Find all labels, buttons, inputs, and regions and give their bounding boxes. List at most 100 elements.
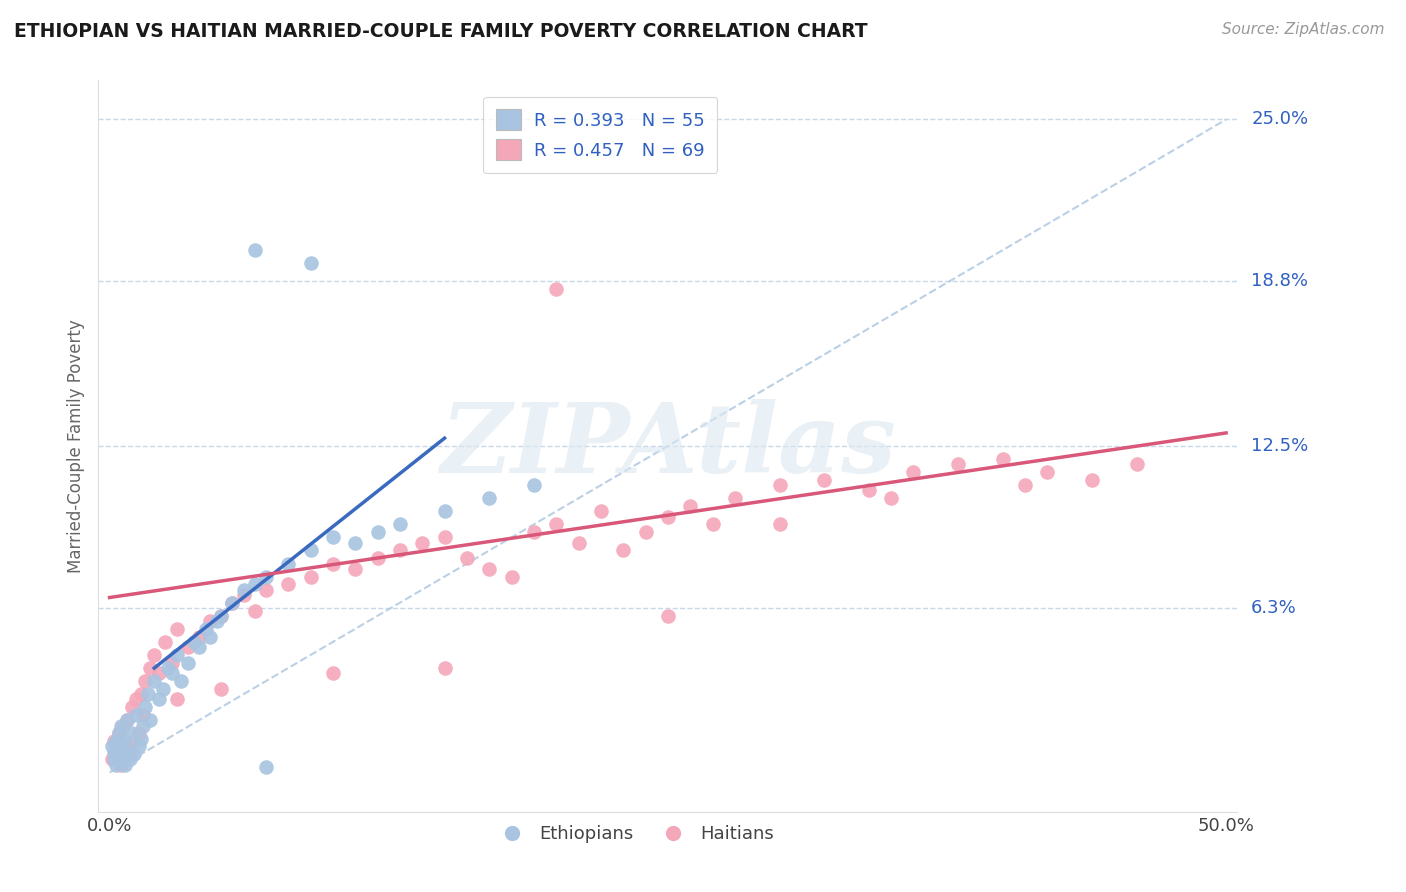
Legend: Ethiopians, Haitians: Ethiopians, Haitians xyxy=(486,818,780,850)
Point xyxy=(232,588,254,602)
Point xyxy=(232,582,254,597)
Point xyxy=(299,569,322,583)
Point xyxy=(105,757,128,772)
Point xyxy=(1126,458,1149,472)
Point xyxy=(128,726,150,740)
Point xyxy=(111,749,134,764)
Point xyxy=(114,734,136,748)
Point xyxy=(433,530,456,544)
Point xyxy=(166,622,188,636)
Point xyxy=(243,243,266,257)
Point xyxy=(125,708,148,723)
Point xyxy=(111,718,134,732)
Point xyxy=(148,692,170,706)
Point xyxy=(139,661,162,675)
Point xyxy=(107,726,129,740)
Point xyxy=(132,718,155,732)
Point xyxy=(991,452,1014,467)
Point xyxy=(121,700,143,714)
Point xyxy=(367,525,389,540)
Point xyxy=(134,700,156,714)
Point xyxy=(880,491,903,506)
Point xyxy=(299,543,322,558)
Point xyxy=(523,478,546,492)
Point xyxy=(170,674,193,689)
Point xyxy=(117,714,139,728)
Point xyxy=(243,577,266,591)
Point xyxy=(388,543,411,558)
Point xyxy=(367,551,389,566)
Point xyxy=(187,640,209,655)
Point xyxy=(254,569,277,583)
Point xyxy=(299,256,322,270)
Point xyxy=(858,483,880,498)
Point xyxy=(198,614,221,628)
Point xyxy=(177,656,200,670)
Text: 25.0%: 25.0% xyxy=(1251,111,1309,128)
Point xyxy=(209,681,232,696)
Point xyxy=(111,739,134,754)
Point xyxy=(322,557,344,571)
Point xyxy=(501,569,523,583)
Point xyxy=(134,674,156,689)
Point xyxy=(254,760,277,774)
Point xyxy=(118,752,141,766)
Point xyxy=(166,648,188,662)
Point xyxy=(160,656,183,670)
Point xyxy=(143,674,166,689)
Point xyxy=(166,692,188,706)
Point xyxy=(183,635,205,649)
Point xyxy=(103,752,125,766)
Point xyxy=(129,731,152,746)
Point xyxy=(128,739,150,754)
Text: ZIPAtlas: ZIPAtlas xyxy=(440,399,896,493)
Point xyxy=(194,622,217,636)
Point xyxy=(478,491,501,506)
Point xyxy=(322,530,344,544)
Point xyxy=(148,666,170,681)
Point xyxy=(122,747,145,762)
Point xyxy=(110,757,132,772)
Point xyxy=(1036,465,1059,479)
Point xyxy=(110,718,132,732)
Point xyxy=(209,608,232,623)
Point xyxy=(433,504,456,518)
Point xyxy=(132,708,155,723)
Point xyxy=(117,714,139,728)
Point xyxy=(433,661,456,675)
Point xyxy=(107,726,129,740)
Point xyxy=(523,525,546,540)
Point xyxy=(612,543,634,558)
Point xyxy=(205,614,228,628)
Point xyxy=(946,458,969,472)
Point xyxy=(903,465,925,479)
Point xyxy=(1081,473,1104,487)
Text: Source: ZipAtlas.com: Source: ZipAtlas.com xyxy=(1222,22,1385,37)
Point xyxy=(388,517,411,532)
Point xyxy=(117,745,139,759)
Text: 6.3%: 6.3% xyxy=(1251,599,1296,617)
Point xyxy=(344,535,367,549)
Point xyxy=(589,504,612,518)
Point xyxy=(209,608,232,623)
Point xyxy=(768,517,790,532)
Point xyxy=(322,666,344,681)
Point xyxy=(411,535,433,549)
Point xyxy=(114,739,136,754)
Point xyxy=(679,499,702,513)
Point xyxy=(198,630,221,644)
Point xyxy=(344,562,367,576)
Point xyxy=(724,491,747,506)
Point xyxy=(118,747,141,762)
Point xyxy=(103,734,125,748)
Point xyxy=(657,608,679,623)
Point xyxy=(478,562,501,576)
Point xyxy=(243,603,266,617)
Point xyxy=(160,666,183,681)
Point xyxy=(567,535,589,549)
Point xyxy=(277,577,299,591)
Point xyxy=(136,687,159,701)
Point xyxy=(456,551,478,566)
Point xyxy=(152,681,174,696)
Point xyxy=(107,747,129,762)
